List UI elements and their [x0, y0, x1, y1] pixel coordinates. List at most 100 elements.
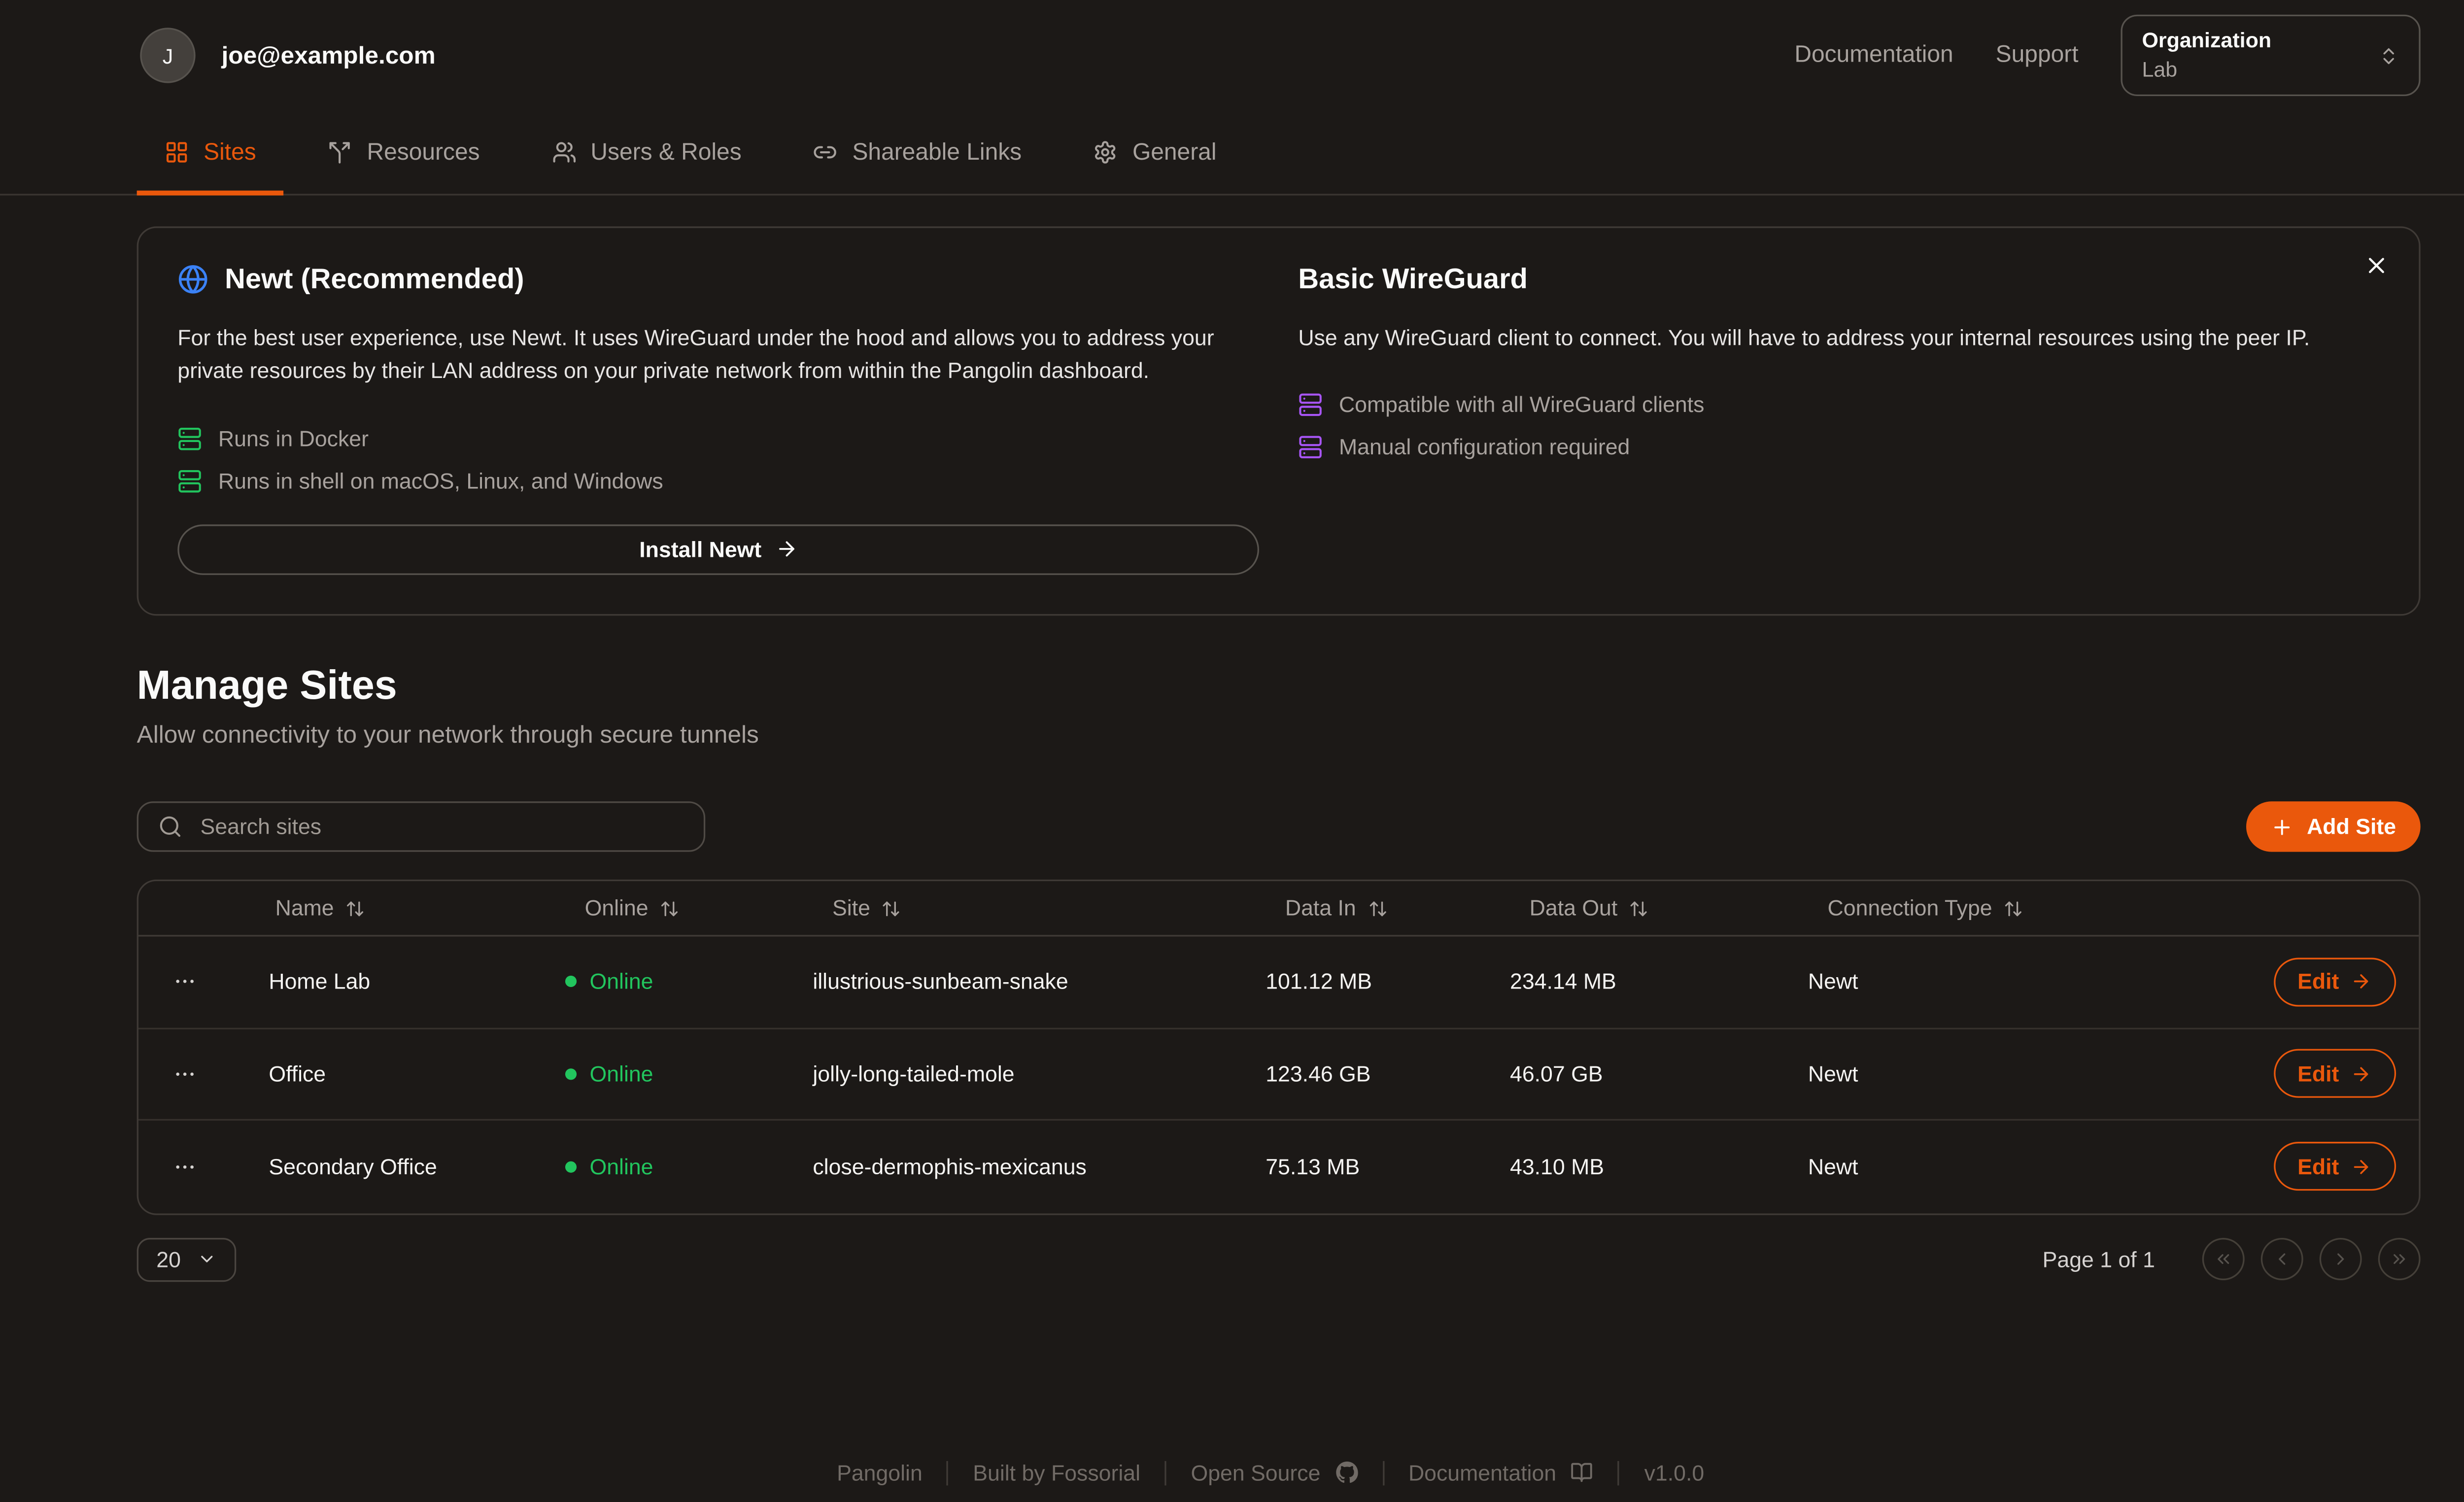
row-menu-button[interactable] — [165, 963, 203, 1000]
column-header-data-in[interactable]: Data In — [1239, 894, 1484, 922]
avatar[interactable]: J — [140, 28, 196, 83]
footer-documentation-link[interactable]: Documentation — [1408, 1460, 1594, 1485]
add-site-button[interactable]: Add Site — [2246, 801, 2421, 852]
arrow-right-icon — [775, 538, 797, 560]
documentation-link[interactable]: Documentation — [1794, 42, 1953, 68]
prev-page-button[interactable] — [2260, 1238, 2303, 1280]
chevrons-up-down-icon — [2378, 45, 2399, 66]
server-icon — [177, 426, 202, 450]
column-header-site[interactable]: Site — [787, 894, 1239, 922]
avatar-initial: J — [162, 43, 173, 68]
link-icon — [813, 140, 838, 165]
connection-methods-card: Newt (Recommended) For the best user exp… — [137, 226, 2421, 615]
table-row: Office Online jolly-long-tailed-mole 123… — [138, 1028, 2419, 1121]
newt-features: Runs in Docker Runs in shell on macOS, L… — [177, 426, 1259, 493]
sort-icon — [1368, 898, 1387, 918]
divider — [1618, 1460, 1620, 1485]
status-badge: Online — [565, 1061, 653, 1086]
chevron-down-icon — [197, 1249, 217, 1269]
footer-open-source-link[interactable]: Open Source — [1191, 1460, 1358, 1485]
page-indicator: Page 1 of 1 — [2042, 1247, 2155, 1271]
split-icon — [328, 140, 352, 165]
data-in-value: 123.46 GB — [1266, 1061, 1371, 1086]
user-menu[interactable]: J joe@example.com — [140, 28, 436, 83]
data-in-value: 101.12 MB — [1266, 969, 1372, 994]
column-header-connection-type[interactable]: Connection Type — [1782, 894, 2194, 922]
feature-item: Manual configuration required — [1298, 435, 2380, 460]
search-input[interactable] — [197, 813, 684, 841]
chevron-right-icon — [2331, 1249, 2351, 1269]
page-size-select[interactable]: 20 — [137, 1237, 237, 1281]
edit-button[interactable]: Edit — [2273, 957, 2396, 1006]
page-footer: Pangolin Built by Fossorial Open Source … — [0, 1460, 2464, 1485]
globe-icon — [177, 264, 208, 295]
close-icon[interactable] — [2363, 252, 2390, 278]
tab-sites[interactable]: Sites — [137, 111, 284, 196]
arrow-right-icon — [2351, 971, 2372, 992]
page-title: Manage Sites — [137, 662, 397, 708]
table-header-row: Name Online Site Data In Data Out — [138, 881, 2419, 937]
edit-button[interactable]: Edit — [2273, 1142, 2396, 1192]
table-row: Home Lab Online illustrious-sunbeam-snak… — [138, 937, 2419, 1029]
site-slug: jolly-long-tailed-mole — [813, 1061, 1015, 1086]
feature-item: Compatible with all WireGuard clients — [1298, 393, 2380, 417]
last-page-button[interactable] — [2378, 1238, 2421, 1280]
tab-label: Shareable Links — [852, 139, 1022, 166]
wireguard-features: Compatible with all WireGuard clients Ma… — [1298, 393, 2380, 460]
column-header-name[interactable]: Name — [230, 894, 539, 922]
main-content: Newt (Recommended) For the best user exp… — [137, 226, 2421, 1281]
newt-section: Newt (Recommended) For the best user exp… — [177, 262, 1259, 575]
layout-grid-icon — [165, 140, 189, 165]
data-out-value: 43.10 MB — [1510, 1154, 1605, 1179]
row-menu-button[interactable] — [165, 1148, 203, 1185]
organization-selector[interactable]: Organization Lab — [2121, 15, 2421, 96]
user-email: joe@example.com — [221, 41, 436, 69]
tab-users-roles[interactable]: Users & Roles — [524, 111, 769, 194]
tab-label: Users & Roles — [590, 139, 742, 166]
next-page-button[interactable] — [2319, 1238, 2362, 1280]
book-open-icon — [1571, 1461, 1594, 1484]
feature-item: Runs in shell on macOS, Linux, and Windo… — [177, 468, 1259, 493]
tab-shareable-links[interactable]: Shareable Links — [786, 111, 1049, 194]
row-menu-button[interactable] — [165, 1055, 203, 1092]
top-bar: J joe@example.com Documentation Support … — [0, 0, 2464, 111]
github-icon — [1335, 1461, 1358, 1484]
column-header-online[interactable]: Online — [539, 894, 787, 922]
tab-general[interactable]: General — [1065, 111, 1244, 194]
chevron-left-icon — [2272, 1249, 2292, 1269]
sites-toolbar: Add Site — [137, 801, 2421, 852]
wireguard-title-row: Basic WireGuard — [1298, 262, 2380, 296]
tab-bar: Sites Resources Users & Roles Shareable … — [0, 111, 2464, 196]
column-header-data-out[interactable]: Data Out — [1484, 894, 1782, 922]
sites-table: Name Online Site Data In Data Out — [137, 879, 2421, 1215]
edit-button[interactable]: Edit — [2273, 1049, 2396, 1098]
sort-icon — [345, 898, 365, 918]
users-icon — [551, 140, 576, 165]
wireguard-title: Basic WireGuard — [1298, 262, 1528, 295]
feature-item: Runs in Docker — [177, 426, 1259, 450]
support-link[interactable]: Support — [1995, 42, 2079, 68]
top-bar-right: Documentation Support Organization Lab — [1794, 15, 2421, 96]
site-slug: illustrious-sunbeam-snake — [813, 969, 1068, 994]
arrow-right-icon — [2351, 1156, 2372, 1177]
data-out-value: 234.14 MB — [1510, 969, 1616, 994]
chevrons-left-icon — [2214, 1249, 2233, 1269]
pagination: Page 1 of 1 — [2043, 1238, 2421, 1280]
tab-resources[interactable]: Resources — [300, 111, 508, 194]
connection-type-value: Newt — [1808, 1061, 1858, 1086]
newt-title-row: Newt (Recommended) — [177, 262, 1259, 296]
footer-brand: Pangolin — [837, 1460, 923, 1485]
online-dot-icon — [565, 1068, 577, 1080]
sort-icon — [882, 898, 901, 918]
add-site-label: Add Site — [2307, 814, 2396, 839]
divider — [1382, 1460, 1384, 1485]
online-dot-icon — [565, 976, 577, 988]
install-newt-button[interactable]: Install Newt — [177, 523, 1259, 575]
first-page-button[interactable] — [2202, 1238, 2245, 1280]
connection-type-value: Newt — [1808, 1154, 1858, 1179]
wireguard-section: Basic WireGuard Use any WireGuard client… — [1298, 262, 2380, 574]
status-badge: Online — [565, 1155, 653, 1179]
organization-value: Lab — [2142, 57, 2178, 82]
search-box — [137, 801, 706, 852]
